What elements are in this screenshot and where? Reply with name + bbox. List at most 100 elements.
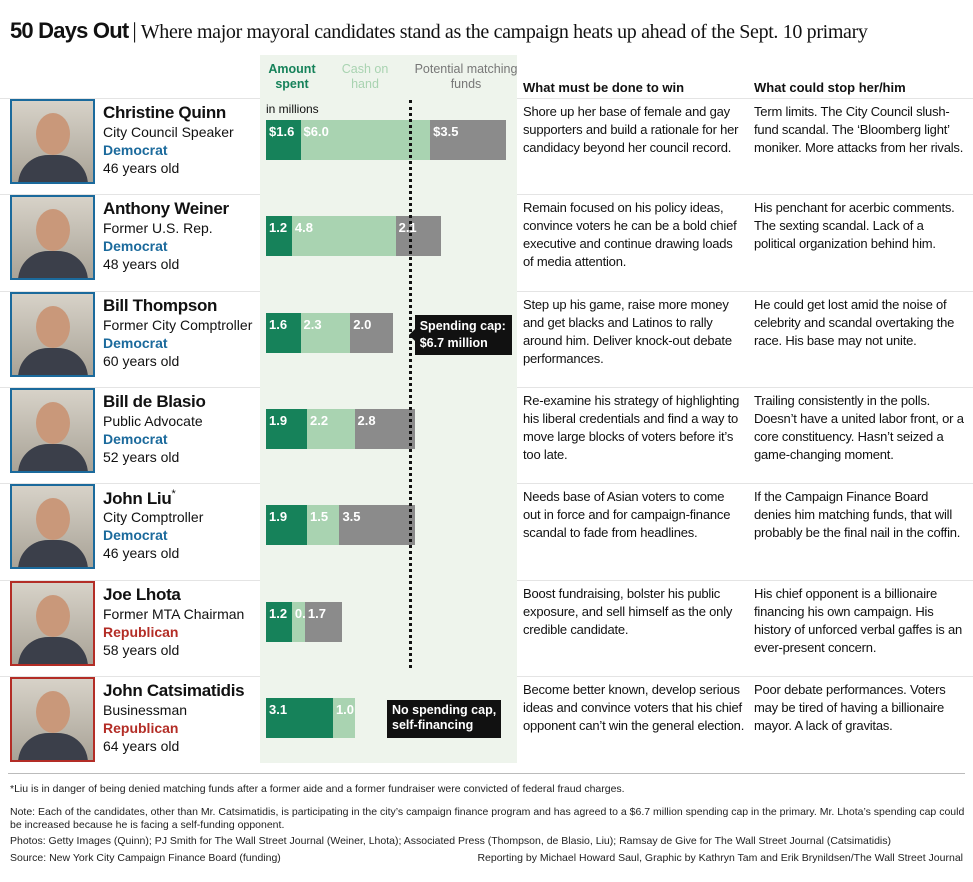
photo-body	[18, 443, 88, 471]
candidate-name: Joe Lhota	[103, 585, 263, 605]
photo-body	[18, 636, 88, 664]
row-right	[517, 386, 973, 473]
photo	[10, 676, 95, 762]
stop-text: He could get lost amid the noise of cele…	[754, 296, 955, 348]
bar-segment: 2.0	[350, 312, 394, 353]
footer-photos: Photos: Getty Images (Quinn); PJ Smith f…	[10, 835, 891, 847]
bar-label: 3.1	[269, 701, 288, 717]
candidate-age: 46 years old	[103, 545, 180, 562]
bar-segment: $3.5	[430, 120, 506, 160]
candidate-name-text: Anthony Weiner	[103, 199, 229, 219]
photo	[10, 484, 95, 570]
no-cap-label: self-financing	[392, 717, 474, 732]
subtitle: Where major mayoral candidates stand as …	[140, 21, 868, 43]
units-label: in millions	[266, 102, 319, 116]
photo	[10, 387, 95, 473]
spending-cap-line	[409, 100, 413, 668]
candidate-party: Democrat	[103, 142, 168, 158]
name-note: *	[171, 488, 176, 501]
row-right	[517, 290, 973, 377]
candidate-title: City Comptroller	[103, 509, 204, 526]
bar-segment: 2.2	[307, 408, 355, 449]
spending-cap-box: Spending cap: $6.7 million	[408, 314, 512, 355]
bar-label: 1.9	[269, 412, 288, 428]
candidate-name-text: Bill de Blasio	[103, 391, 206, 411]
bar-segment: 1.5	[307, 505, 340, 546]
bar-label: 3.5	[342, 509, 361, 525]
win-text: Needs base of Asian voters to come out i…	[523, 489, 731, 541]
candidate-title: City Council Speaker	[103, 124, 234, 140]
bar-segment: $6.0	[300, 120, 431, 160]
bar-segment: 2.1	[395, 216, 441, 257]
photo-body	[18, 251, 88, 279]
bar-segment: 1.7	[304, 601, 342, 642]
candidate-name-text: John Liu	[103, 488, 172, 508]
photo-head	[36, 594, 70, 637]
stop-text: If the Campaign Finance Board denies him…	[754, 489, 961, 541]
bar-segment: $1.6	[266, 120, 301, 160]
candidate-party: Republican	[103, 719, 179, 736]
stop-text: Term limits. The City Council slush-fund…	[754, 104, 964, 155]
photo-head	[36, 498, 70, 541]
photo-head	[36, 401, 70, 444]
photo-body	[18, 155, 88, 182]
bar-label: 1.9	[269, 509, 288, 525]
bar-label: $1.6	[269, 124, 295, 139]
bar-segment: 1.9	[266, 408, 308, 449]
candidate-title: Former MTA Chairman	[103, 605, 245, 622]
candidate-name-text: John Catsimatidis	[103, 680, 245, 700]
candidate-title: Former U.S. Rep.	[103, 220, 213, 237]
bar-segment: 1.0	[332, 697, 355, 738]
row-right	[517, 675, 973, 762]
candidate-name-text: Christine Quinn	[103, 103, 227, 122]
candidate-name: Christine Quinn	[103, 103, 263, 123]
bar-segment: 4.8	[291, 216, 396, 257]
no-cap-box: No spending cap, self-financing	[387, 699, 501, 738]
candidate-party: Republican	[103, 623, 179, 640]
candidate-name: John Liu*	[103, 488, 263, 509]
bar-segment: 0.6	[291, 601, 313, 642]
title-row: 50 Days Out | Where major mayoral candidat…	[10, 18, 970, 50]
candidate-age: 52 years old	[103, 448, 180, 465]
candidate-name-text: Bill Thompson	[103, 295, 218, 315]
bar-segment: 3.1	[266, 697, 333, 738]
photo-head	[36, 209, 70, 252]
row-right	[517, 194, 973, 281]
photo	[10, 291, 95, 377]
candidate-title: Public Advocate	[103, 412, 203, 429]
bar-label: 1.2	[269, 605, 288, 621]
bar-label: $6.0	[303, 124, 329, 139]
bar-segment: 2.8	[354, 408, 416, 449]
candidate-age: 64 years old	[103, 737, 180, 754]
legend-entry: Potential matching funds	[414, 62, 518, 91]
legend-entry: Cash on hand	[341, 62, 389, 91]
candidate-title: Former City Comptroller	[103, 316, 253, 333]
stop-text: Trailing consistently in the polls. Does…	[754, 392, 964, 462]
stop-text: His chief opponent is a billionaire fina…	[754, 585, 963, 655]
candidate-party: Democrat	[103, 334, 168, 351]
bar-segment: 1.6	[266, 312, 301, 353]
column-heading: What must be done to win	[523, 80, 685, 95]
bar-label: 1.6	[269, 316, 288, 332]
win-text: Become better known, develop serious ide…	[523, 681, 745, 733]
stop-text: His penchant for acerbic comments. The s…	[754, 200, 955, 252]
win-text: Step up his game, raise more money and g…	[523, 296, 732, 366]
candidate-name: Bill de Blasio	[103, 392, 263, 412]
bar-label: 2.8	[357, 412, 376, 428]
win-text: Remain focused on his policy ideas, conv…	[523, 200, 737, 270]
candidate-party: Democrat	[103, 430, 168, 447]
candidate-party: Democrat	[103, 527, 168, 544]
footer-source: Source: New York City Campaign Finance B…	[10, 852, 281, 864]
candidate-age: 48 years old	[103, 256, 180, 273]
win-text: Boost fundraising, bolster his public ex…	[523, 585, 733, 637]
bar-label: 2.1	[398, 220, 417, 236]
legend-entry: Amount spent	[268, 62, 316, 91]
bar-segment: 3.5	[339, 505, 416, 546]
stop-text: Poor debate performances. Voters may be …	[754, 681, 946, 733]
bar-label: 1.5	[310, 509, 329, 525]
win-text: Shore up her base of female and gay supp…	[523, 104, 739, 155]
bar-segment: 1.2	[266, 601, 292, 642]
footer-credit: Reporting by Michael Howard Saul, Graphi…	[477, 852, 963, 864]
bar-label: $3.5	[433, 124, 459, 139]
